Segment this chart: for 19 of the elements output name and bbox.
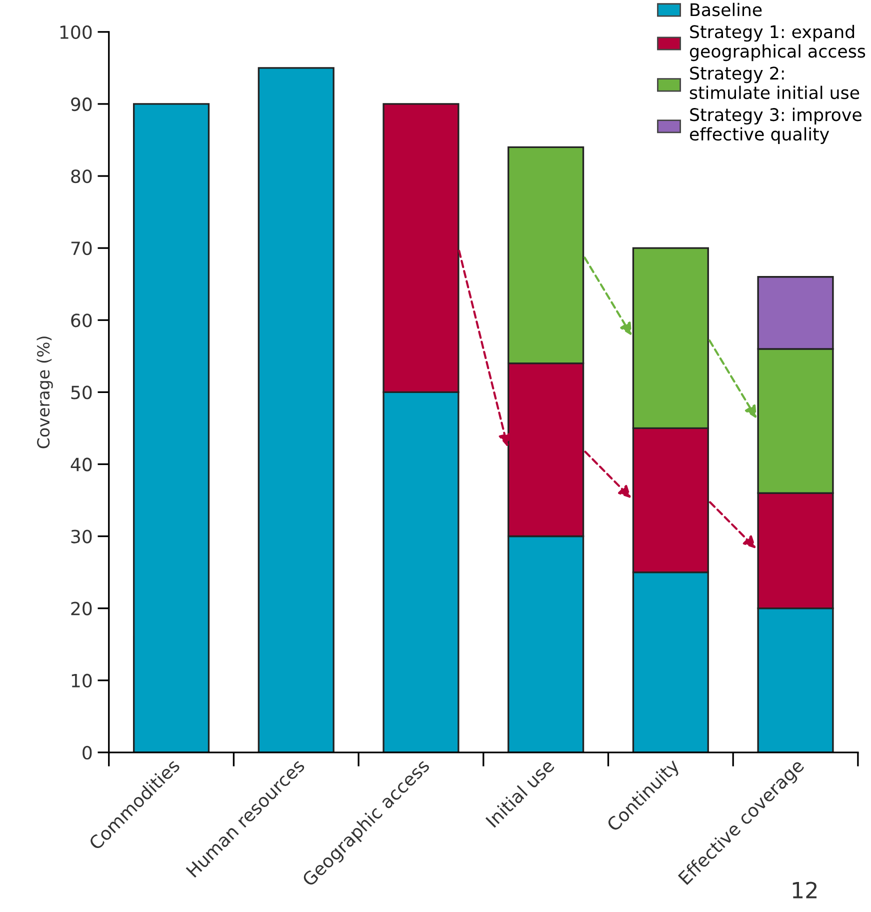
y-tick-label: 90	[71, 97, 92, 112]
bar	[258, 67, 334, 752]
legend-label: Strategy 1: expand geographical access	[690, 24, 866, 62]
y-tick-label: 100	[60, 25, 92, 40]
y-tick-label: 80	[71, 169, 92, 184]
y-tick-label: 70	[71, 242, 92, 256]
y-tick-label: 0	[82, 746, 92, 760]
text: 12	[792, 882, 817, 898]
y-tick-label: 50	[71, 386, 92, 400]
legend-label: Strategy 3: improve effective quality	[690, 108, 862, 144]
y-tick-label: 40	[70, 458, 92, 472]
y-tick-label: 60	[71, 314, 92, 328]
legend-label: Strategy 2: stimulate initial use	[690, 66, 860, 100]
bar	[133, 103, 210, 752]
y-tick-label: 30	[71, 530, 92, 544]
y-tick-label: 20	[71, 602, 92, 616]
y-tick-label: 10	[72, 674, 92, 688]
y-axis-title: Coverage (%)	[36, 336, 53, 448]
legend-label: Baseline	[690, 2, 762, 16]
